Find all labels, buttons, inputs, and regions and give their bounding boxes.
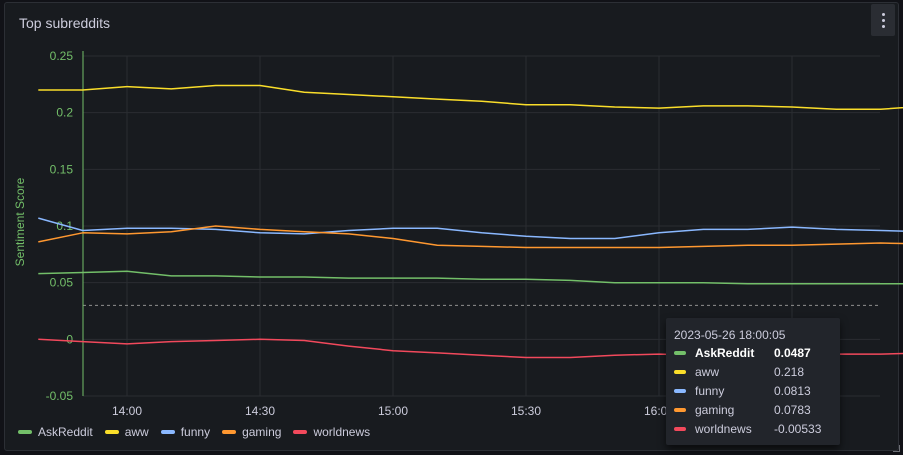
- y-tick-label: 0.05: [50, 276, 74, 290]
- tooltip-series-name: aww: [695, 365, 720, 379]
- tooltip-row: gaming 0.0783: [674, 402, 834, 418]
- series-line-aww: [38, 84, 903, 111]
- tooltip-row: AskReddit 0.0487: [674, 345, 834, 361]
- tooltip: 2023-05-26 18:00:05 AskReddit 0.0487 aww 0.…: [666, 318, 840, 445]
- x-tick-label: 15:30: [511, 404, 541, 418]
- tooltip-swatch: [674, 370, 686, 374]
- legend: AskReddit aww funny gaming worldnews: [18, 425, 370, 439]
- kebab-menu-icon: [881, 11, 885, 29]
- tooltip-series-value: 0.0487: [774, 346, 811, 360]
- y-tick-label: 0.25: [50, 49, 74, 63]
- tooltip-swatch: [674, 427, 686, 431]
- legend-swatch: [104, 430, 119, 434]
- legend-swatch: [222, 430, 237, 434]
- legend-swatch: [293, 430, 308, 434]
- tooltip-series-value: 0.0813: [774, 384, 811, 398]
- legend-label: aww: [124, 425, 149, 439]
- legend-item-funny[interactable]: funny: [160, 425, 211, 439]
- series-line-gaming: [38, 225, 903, 249]
- tooltip-time: 2023-05-26 18:00:05: [674, 328, 786, 342]
- tooltip-series-name: gaming: [695, 403, 735, 417]
- legend-label: AskReddit: [38, 425, 93, 439]
- y-axis-label: Sentiment Score: [13, 177, 27, 266]
- x-tick-label: 14:00: [112, 404, 142, 418]
- tooltip-row: worldnews -0.00533: [674, 421, 834, 437]
- y-tick-label: 0: [66, 332, 73, 346]
- tooltip-series-value: 0.218: [774, 365, 805, 379]
- legend-swatch: [160, 430, 175, 434]
- y-tick-label: 0.15: [50, 162, 74, 176]
- series-line-funny: [38, 217, 903, 240]
- legend-label: funny: [180, 425, 211, 439]
- legend-swatch: [18, 430, 32, 434]
- series-line-askreddit: [38, 270, 903, 285]
- x-tick-label: 14:30: [245, 404, 275, 418]
- legend-item-askreddit[interactable]: AskReddit: [18, 425, 93, 439]
- tooltip-series-name: worldnews: [695, 422, 752, 436]
- panel-title: Top subreddits: [19, 15, 111, 31]
- legend-label: worldnews: [313, 425, 371, 439]
- legend-label: gaming: [242, 425, 282, 439]
- tooltip-swatch: [674, 351, 686, 355]
- tooltip-series-name: AskReddit: [695, 346, 755, 360]
- resize-handle-icon[interactable]: [893, 445, 900, 452]
- tooltip-series-value: -0.00533: [774, 422, 822, 436]
- y-tick-label: -0.05: [46, 389, 74, 403]
- tooltip-series-value: 0.0783: [774, 403, 811, 417]
- legend-item-worldnews[interactable]: worldnews: [293, 425, 370, 439]
- series-group: [38, 84, 903, 359]
- tooltip-row: funny 0.0813: [674, 383, 834, 399]
- tooltip-row: aww 0.218: [674, 364, 834, 380]
- tooltip-swatch: [674, 389, 686, 393]
- panel-menu-button[interactable]: [871, 4, 895, 36]
- x-tick-label: 15:00: [378, 404, 408, 418]
- legend-item-gaming[interactable]: gaming: [222, 425, 281, 439]
- legend-item-aww[interactable]: aww: [104, 425, 149, 439]
- tooltip-swatch: [674, 408, 686, 412]
- tooltip-series-name: funny: [695, 384, 725, 398]
- y-tick-label: 0.2: [56, 106, 73, 120]
